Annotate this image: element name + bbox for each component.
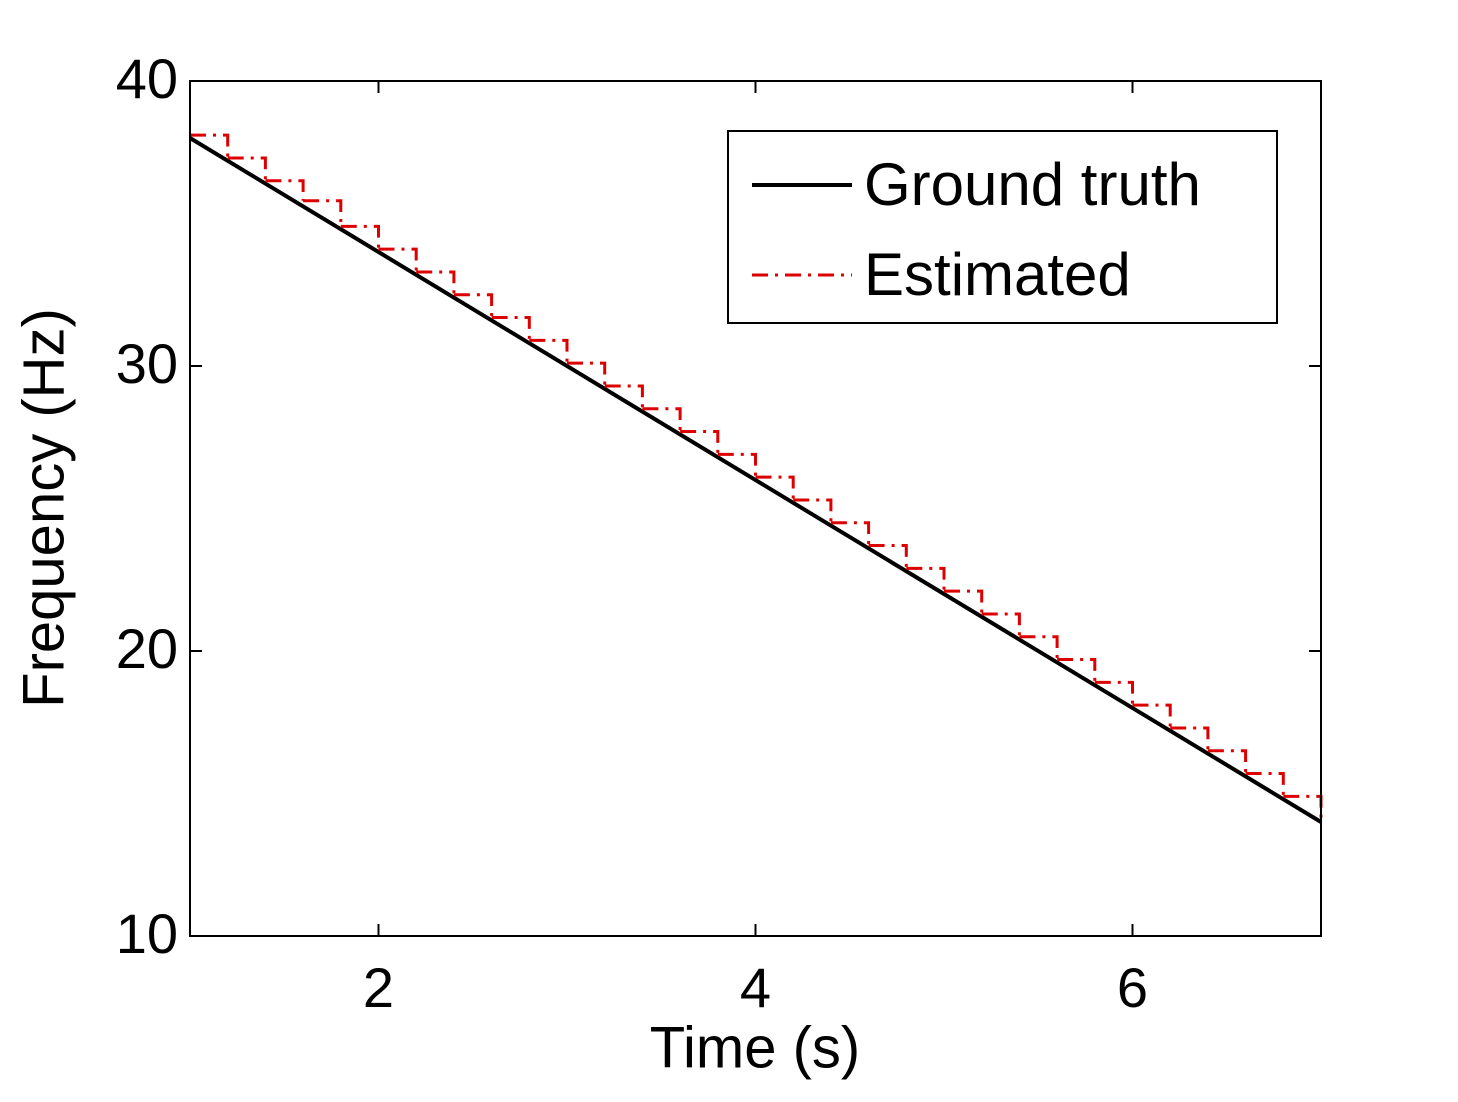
y-tick-label: 10 [116, 902, 178, 965]
y-tick-label: 40 [116, 47, 178, 110]
estimated-step [755, 475, 795, 500]
estimated-step [416, 270, 456, 295]
legend-label: Ground truth [864, 151, 1201, 218]
estimated-step [529, 338, 569, 364]
estimated-step [378, 247, 418, 272]
estimated-step [340, 224, 380, 250]
estimated-step [190, 133, 230, 158]
estimated-step [567, 361, 607, 386]
x-tick-label: 2 [363, 956, 394, 1019]
estimated-step [642, 407, 682, 432]
y-tick-label: 30 [116, 332, 178, 395]
estimated-step [227, 156, 267, 181]
estimated-step [981, 612, 1021, 637]
estimated-step [830, 521, 871, 546]
x-tick-label: 6 [1117, 956, 1148, 1019]
estimated-step [1057, 658, 1097, 683]
x-axis-label: Time (s) [650, 1015, 860, 1080]
estimated-step [1207, 749, 1248, 774]
estimated-step [1170, 726, 1210, 751]
estimated-step [1283, 794, 1323, 820]
estimated-step [944, 589, 984, 614]
estimated-step [265, 179, 305, 201]
estimated-step [680, 430, 720, 455]
estimated-step [604, 384, 644, 409]
estimated-step [717, 452, 757, 478]
series-line [188, 136, 1323, 824]
estimated-step [1094, 680, 1134, 706]
plot-frame [189, 80, 1322, 937]
legend-box [727, 130, 1278, 324]
estimated-step [1245, 772, 1285, 797]
estimated-step [793, 498, 833, 523]
estimated-step [1019, 635, 1059, 660]
y-tick-label: 20 [116, 617, 178, 680]
x-tick-label: 4 [740, 956, 771, 1019]
estimated-step [491, 316, 531, 341]
estimated-step [906, 566, 946, 592]
legend-label: Estimated [864, 241, 1131, 308]
estimated-step [1132, 703, 1172, 728]
estimated-step [453, 293, 494, 318]
estimated-step [868, 544, 908, 569]
estimated-step [303, 199, 343, 227]
y-axis-label: Frequency (Hz) [11, 308, 76, 708]
